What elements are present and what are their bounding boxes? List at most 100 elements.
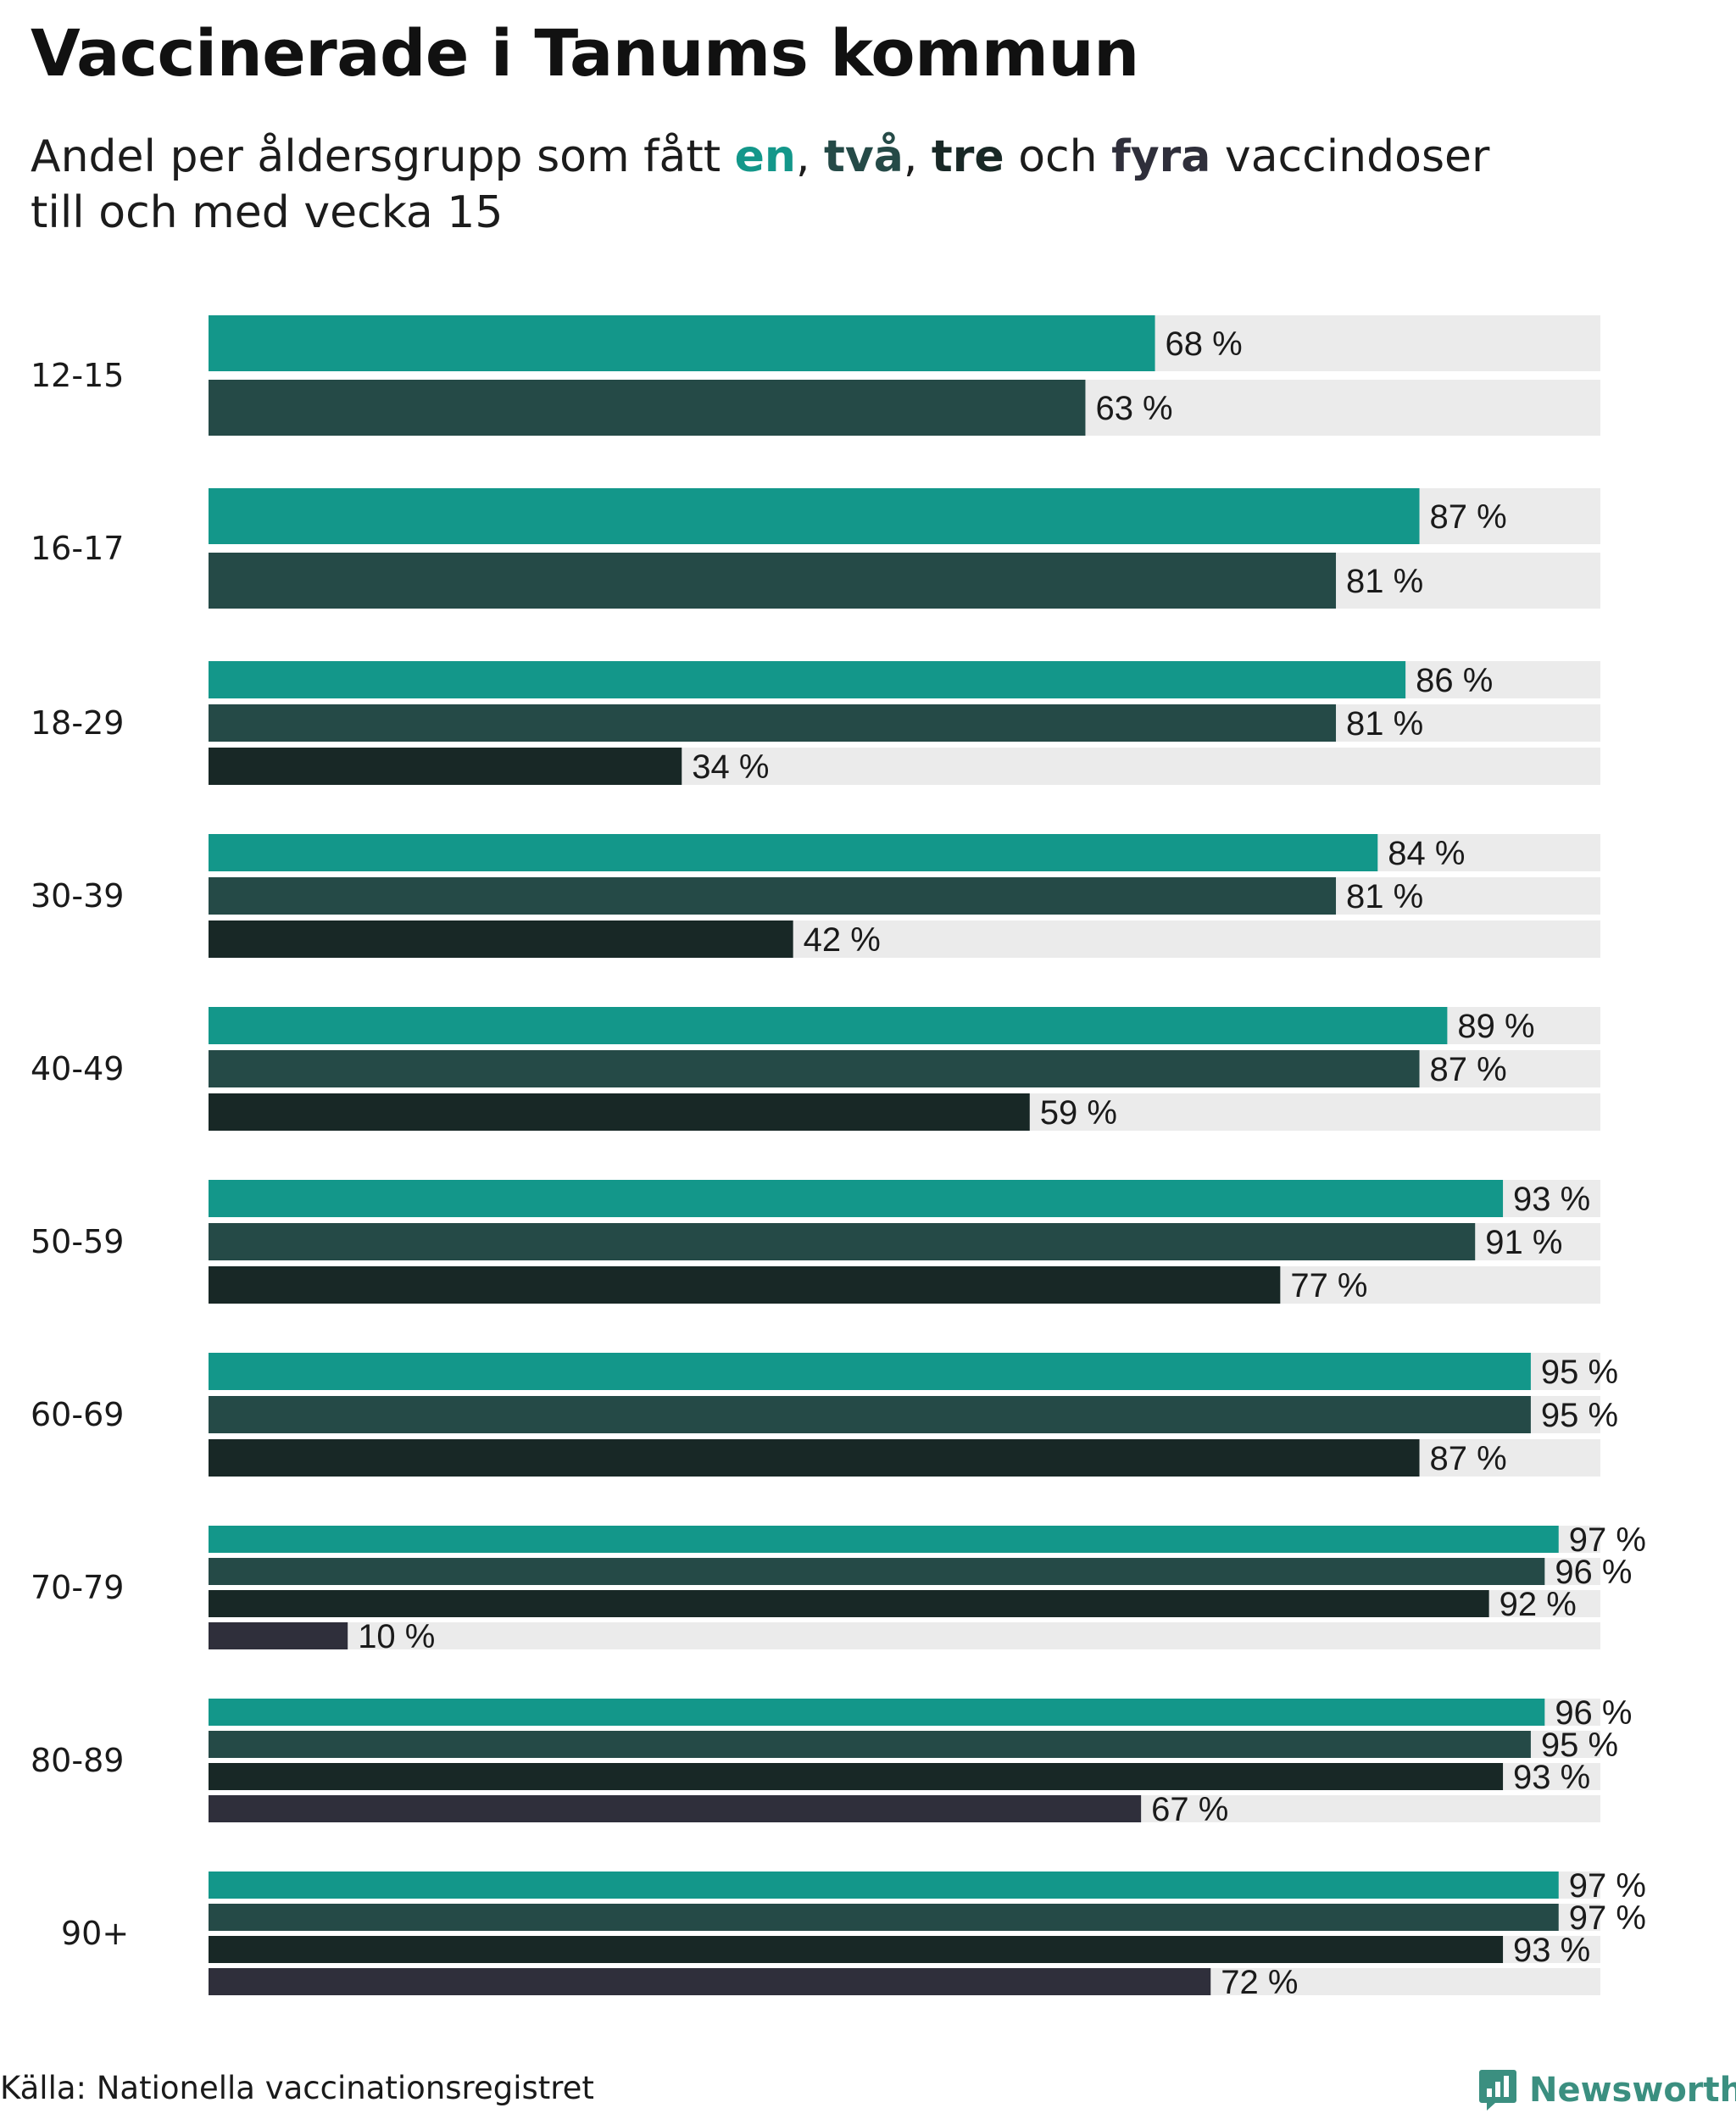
bar-två xyxy=(209,1223,1476,1260)
bar-group-30-39: 30-39 84 % 81 % 42 % xyxy=(31,834,1600,959)
category-label: 12-15 xyxy=(31,357,124,394)
bar-tre xyxy=(209,1439,1420,1477)
bar-en xyxy=(209,1007,1448,1044)
bar-tre xyxy=(209,1590,1489,1617)
subtitle-conjunction: och xyxy=(1004,131,1112,182)
bar-fyra xyxy=(209,1795,1142,1822)
bar-group-80-89: 80-89 96 %95 %93 % 67 % xyxy=(31,1694,1632,1828)
data-label: 34 % xyxy=(692,748,769,786)
data-label: 95 % xyxy=(1541,1397,1618,1434)
data-label: 81 % xyxy=(1346,705,1423,742)
category-label: 60-69 xyxy=(31,1396,124,1433)
data-label: 77 % xyxy=(1290,1267,1367,1304)
source-note: Källa: Nationella vaccinationsregistret xyxy=(0,2070,594,2106)
subtitle-separator: , xyxy=(795,131,825,182)
data-label: 96 % xyxy=(1555,1694,1632,1732)
data-label: 81 % xyxy=(1346,563,1423,600)
bar-två xyxy=(209,380,1086,436)
data-label: 59 % xyxy=(1040,1094,1117,1132)
bar-group-90+: 90+97 %97 %93 %72 % xyxy=(61,1867,1646,2001)
category-label: 70-79 xyxy=(31,1569,124,1606)
bar-group-16-17: 16-17 87 %81 % xyxy=(31,488,1600,609)
bar-tre xyxy=(209,1266,1281,1304)
brand-name: Newsworthy xyxy=(1529,2071,1736,2110)
bar-tre xyxy=(209,920,793,958)
data-label: 93 % xyxy=(1513,1181,1590,1218)
subtitle-separator: , xyxy=(903,131,932,182)
bar-tre xyxy=(209,1936,1504,1963)
bar-tre xyxy=(209,748,682,785)
category-label: 30-39 xyxy=(31,877,124,915)
data-label: 87 % xyxy=(1430,1051,1507,1088)
newsworthy-logo-icon xyxy=(1479,2070,1516,2111)
category-label: 80-89 xyxy=(31,1742,124,1779)
bar-en xyxy=(209,1699,1545,1726)
category-label: 90+ xyxy=(61,1915,129,1952)
category-label: 16-17 xyxy=(31,530,124,567)
data-label: 42 % xyxy=(804,921,881,959)
legend-dose-2: två xyxy=(824,131,904,182)
bar-fyra xyxy=(209,1968,1211,1995)
bar-group-50-59: 50-59 93 % 91 % 77 % xyxy=(31,1180,1600,1304)
chart-subtitle: Andel per åldersgrupp som fått en, två, … xyxy=(31,129,1489,241)
bar-track xyxy=(209,1622,1600,1649)
legend-dose-4: fyra xyxy=(1111,131,1211,182)
bar-två xyxy=(209,553,1337,609)
data-label: 81 % xyxy=(1346,878,1423,915)
bar-två xyxy=(209,1904,1559,1931)
subtitle-prefix: Andel per åldersgrupp som fått xyxy=(31,131,735,182)
bar-en xyxy=(209,1353,1531,1390)
data-label: 72 % xyxy=(1221,1964,1298,2001)
data-label: 91 % xyxy=(1485,1224,1562,1261)
legend-dose-3: tre xyxy=(931,131,1004,182)
data-label: 87 % xyxy=(1430,498,1507,536)
data-label: 97 % xyxy=(1569,1899,1646,1937)
data-label: 93 % xyxy=(1513,1759,1590,1796)
bar-en xyxy=(209,834,1378,871)
data-label: 10 % xyxy=(358,1618,435,1655)
bar-en xyxy=(209,1526,1559,1553)
data-label: 93 % xyxy=(1513,1932,1590,1969)
bar-två xyxy=(209,704,1337,742)
brand-logo: Newsworthy xyxy=(1478,2068,1736,2112)
data-label: 97 % xyxy=(1569,1867,1646,1905)
category-label: 18-29 xyxy=(31,704,124,742)
legend-dose-1: en xyxy=(734,131,796,182)
bar-group-60-69: 60-69 95 % 95 % 87 % xyxy=(31,1353,1618,1477)
subtitle-line-2: till och med vecka 15 xyxy=(31,187,504,238)
data-label: 96 % xyxy=(1555,1554,1632,1591)
bar-en xyxy=(209,1872,1559,1899)
bar-en xyxy=(209,315,1155,371)
bar-en xyxy=(209,1180,1504,1217)
bar-tre xyxy=(209,1093,1030,1131)
data-label: 67 % xyxy=(1151,1791,1228,1828)
bar-två xyxy=(209,1558,1545,1585)
bar-två xyxy=(209,1396,1531,1433)
bar-group-18-29: 18-29 86 % 81 % 34 % xyxy=(31,661,1600,786)
bar-group-70-79: 70-79 97 %96 %92 % 10 % xyxy=(31,1521,1646,1655)
data-label: 97 % xyxy=(1569,1521,1646,1559)
bar-två xyxy=(209,1050,1420,1087)
data-label: 95 % xyxy=(1541,1354,1618,1391)
bar-group-40-49: 40-49 89 % 87 % 59 % xyxy=(31,1007,1600,1132)
bar-fyra xyxy=(209,1622,348,1649)
data-label: 92 % xyxy=(1500,1586,1577,1623)
bar-tre xyxy=(209,1763,1504,1790)
chart-title: Vaccinerade i Tanums kommun xyxy=(31,15,1139,91)
data-label: 86 % xyxy=(1416,662,1493,699)
bar-två xyxy=(209,1731,1531,1758)
data-label: 89 % xyxy=(1457,1008,1534,1045)
bar-två xyxy=(209,877,1337,915)
data-label: 95 % xyxy=(1541,1727,1618,1764)
bar-en xyxy=(209,661,1406,698)
category-label: 40-49 xyxy=(31,1050,124,1087)
data-label: 87 % xyxy=(1430,1440,1507,1477)
bar-group-12-15: 12-15 68 % 63 % xyxy=(31,315,1600,436)
data-label: 63 % xyxy=(1095,390,1172,427)
bar-en xyxy=(209,488,1420,544)
category-label: 50-59 xyxy=(31,1223,124,1260)
subtitle-suffix: vaccindoser xyxy=(1210,131,1490,182)
data-label: 68 % xyxy=(1166,325,1243,363)
data-label: 84 % xyxy=(1388,835,1465,872)
